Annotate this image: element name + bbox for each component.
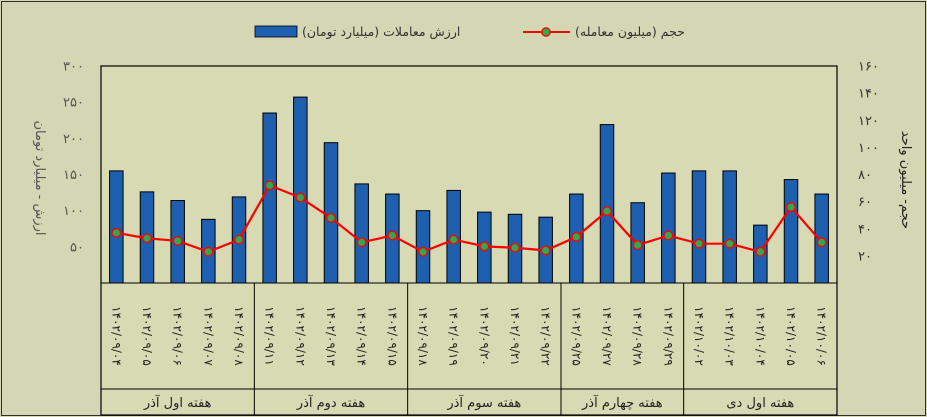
line-point [172, 235, 183, 246]
category-label: ۱۴۰۲/۱۰/۰۶ [815, 306, 829, 366]
bar [262, 112, 277, 284]
category-label: ۱۴۰۲/۰۹/۱۱ [263, 306, 277, 366]
left-tick-label: ۱۰۰ [63, 204, 84, 219]
right-tick-label: ۱۲۰ [858, 114, 879, 129]
line-point [387, 230, 398, 241]
bar [293, 96, 308, 284]
category-label: ۱۴۰۲/۱۰/۰۳ [723, 306, 737, 366]
category-label: ۱۴۰۲/۰۹/۰۷ [201, 306, 215, 366]
line-point [141, 233, 152, 244]
category-label: ۱۴۰۲/۰۹/۱۹ [447, 306, 461, 366]
line-point [663, 230, 674, 241]
category-label: ۱۴۰۲/۰۹/۰۶ [171, 306, 185, 366]
left-axis-ticks: ۳۰۰ ۲۵۰ ۲۰۰ ۱۵۰ ۱۰۰ ۵۰ [63, 60, 84, 256]
bar [599, 124, 615, 284]
line-point [510, 242, 521, 253]
line-point [295, 192, 306, 203]
bar [109, 170, 124, 284]
category-label: ۱۴۰۲/۱۰/۰۵ [784, 306, 798, 366]
left-tick-label: ۵۰ [70, 240, 84, 255]
legend-line-label: حجم (میلیون معامله) [575, 24, 685, 40]
bar [691, 170, 707, 284]
line-point [418, 246, 429, 257]
right-axis-title: حجم- میلیون واحد [898, 131, 913, 229]
line-path [116, 183, 823, 254]
category-label: ۱۴۰۲/۰۹/۲۰ [477, 306, 491, 366]
line-point [111, 227, 122, 238]
line-point [571, 231, 582, 242]
bar [354, 183, 369, 284]
line-point [233, 234, 244, 245]
line-point [203, 246, 214, 257]
category-label: ۱۴۰۲/۰۹/۲۷ [600, 306, 614, 366]
group-label: هفته اول دی [726, 396, 794, 411]
line-point [724, 238, 735, 249]
group-label: هفته اول آذر [143, 394, 212, 411]
legend-bar-swatch [254, 25, 298, 38]
left-tick-label: ۱۵۰ [63, 168, 84, 183]
category-label: ۱۴۰۲/۱۰/۰۲ [692, 306, 706, 366]
line-point [755, 246, 766, 257]
bar [323, 142, 339, 284]
category-label: ۱۴۰۲/۰۹/۲۵ [569, 306, 583, 366]
legend-line-marker [541, 27, 551, 37]
left-tick-label: ۲۰۰ [63, 132, 84, 147]
plot-area [100, 65, 838, 416]
category-label: ۱۴۰۲/۱۰/۰۴ [753, 306, 767, 366]
bar [783, 179, 799, 284]
line-point [540, 245, 551, 256]
line-point [264, 180, 275, 191]
category-label: ۱۴۰۲/۰۹/۱۸ [416, 306, 430, 366]
line-series [111, 180, 827, 257]
right-tick-label: ۱۰۰ [858, 141, 879, 156]
category-label: ۱۴۰۲/۰۹/۰۵ [140, 306, 154, 366]
group-label: هفته سوم آذر [446, 394, 521, 411]
group-labels: هفته اول آذر هفته دوم آذر هفته سوم آذر هفته… [143, 283, 794, 415]
category-label: ۱۴۰۲/۰۹/۲۲ [539, 306, 553, 366]
right-axis-ticks: ۱۶۰ ۱۴۰ ۱۲۰ ۱۰۰ ۸۰ ۶۰ ۴۰ ۲۰ [858, 60, 879, 265]
line-point [326, 212, 337, 223]
legend-bar-label: ارزش معاملات (میلیارد تومان) [302, 24, 460, 40]
category-label: ۱۴۰۲/۰۹/۱۳ [324, 306, 338, 366]
legend: ارزش معاملات (میلیارد تومان) حجم (میلیون… [254, 24, 685, 40]
category-label: ۱۴۰۲/۰۹/۲۱ [508, 306, 522, 366]
bar [722, 170, 737, 284]
group-label: هفته دوم آذر [296, 394, 366, 411]
right-tick-label: ۴۰ [858, 222, 872, 237]
category-label: ۱۴۰۲/۰۹/۲۸ [631, 306, 645, 366]
category-label: ۱۴۰۲/۰۹/۰۴ [109, 306, 123, 366]
category-label: ۱۴۰۲/۰۹/۱۲ [293, 306, 307, 366]
category-labels: ۱۴۰۲/۰۹/۰۴ ۱۴۰۲/۰۹/۰۵ ۱۴۰۲/۰۹/۰۶ ۱۴۰۲/۰۹/۰۷… [109, 306, 828, 366]
bar [661, 172, 676, 284]
right-tick-label: ۶۰ [858, 195, 872, 210]
line-point [632, 240, 643, 251]
right-tick-label: ۱۴۰ [858, 87, 879, 102]
right-tick-label: ۲۰ [858, 249, 872, 264]
line-point [448, 234, 459, 245]
line-point [694, 238, 705, 249]
right-tick-label: ۱۶۰ [858, 60, 879, 75]
category-label: ۱۴۰۲/۰۹/۱۵ [385, 306, 399, 366]
line-point [356, 237, 367, 248]
left-axis-title: ارزش - میلیارد تومان [32, 120, 47, 235]
category-label: ۱۴۰۲/۰۹/۱۴ [355, 306, 369, 366]
line-point [602, 206, 613, 217]
group-label: هفته چهارم آذر [581, 394, 663, 411]
line-point [479, 241, 490, 252]
line-point [786, 202, 797, 213]
left-tick-label: ۲۵۰ [63, 96, 84, 111]
line-point [816, 237, 827, 248]
category-label: ۱۴۰۲/۰۹/۲۹ [661, 306, 675, 366]
left-tick-label: ۳۰۰ [63, 60, 84, 75]
right-tick-label: ۸۰ [858, 168, 872, 183]
category-label: ۱۴۰۲/۰۹/۰۸ [232, 306, 246, 366]
